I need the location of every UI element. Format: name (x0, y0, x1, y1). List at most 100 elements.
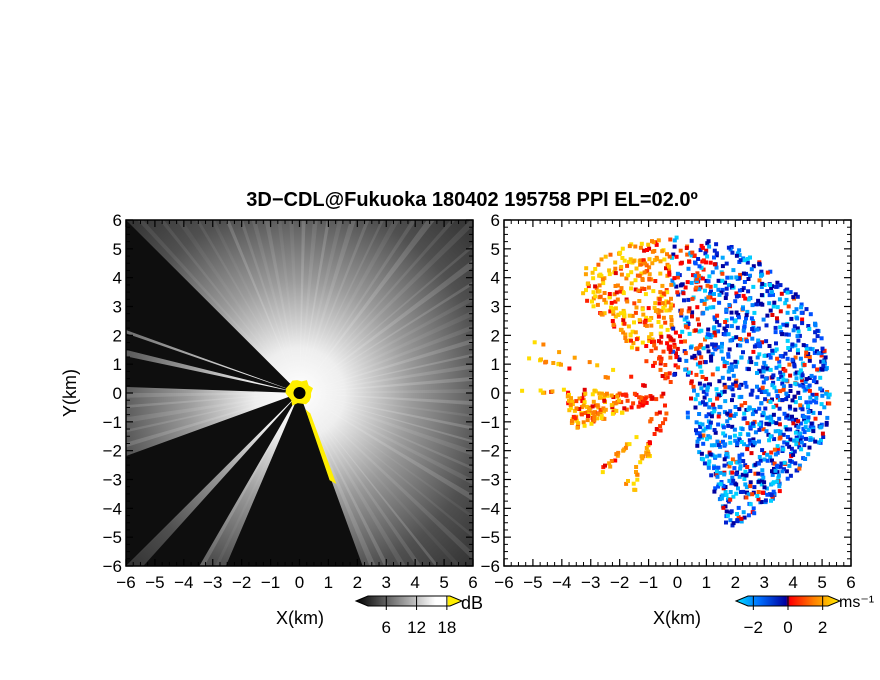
velocity-cell (640, 396, 645, 400)
velocity-cell (631, 341, 636, 346)
velocity-cell (640, 340, 645, 345)
velocity-cell (653, 301, 658, 306)
reflectivity-ray (299, 393, 473, 418)
velocity-cell (814, 392, 819, 397)
velocity-cell (807, 383, 812, 388)
velocity-cell (699, 328, 704, 333)
velocity-cell (777, 489, 782, 494)
velocity-cell (702, 383, 707, 388)
velocity-cell (587, 360, 592, 365)
velocity-cell (764, 421, 769, 426)
left-x-tick-label: 4 (410, 573, 419, 592)
velocity-cell (709, 358, 714, 363)
velocity-cell (723, 320, 728, 324)
velocity-cell (770, 469, 774, 474)
velocity-cell (797, 445, 802, 450)
velocity-cell (761, 475, 766, 480)
velocity-cell (704, 392, 709, 397)
velocity-cell (705, 425, 710, 429)
velocity-cell (827, 401, 832, 406)
velocity-cell (642, 383, 647, 388)
right-x-tick-label: −2 (610, 573, 629, 592)
velocity-cell (712, 409, 717, 414)
velocity-cell (796, 419, 801, 424)
velocity-cell (605, 393, 610, 398)
velocity-cell (601, 406, 606, 411)
velocity-cell (727, 478, 732, 483)
velocity-cell (670, 278, 675, 283)
velocity-cell (773, 468, 778, 473)
velocity-cell (706, 462, 711, 467)
velocity-cell (734, 335, 739, 340)
reflectivity-ray (299, 220, 370, 393)
velocity-cell (646, 306, 651, 311)
velocity-cell (644, 344, 649, 348)
velocity-cell (659, 394, 664, 399)
velocity-cell (768, 283, 773, 287)
velocity-cell (633, 244, 638, 249)
velocity-cell (697, 287, 702, 292)
velocity-cell (675, 346, 680, 351)
velocity-cell (644, 315, 649, 320)
velocity-cell (717, 323, 722, 328)
velocity-cell (760, 281, 765, 286)
velocity-cell (757, 439, 761, 444)
velocity-cell (690, 314, 694, 319)
velocity-cell (813, 416, 818, 421)
velocity-cell (704, 414, 709, 419)
velocity-cell (672, 276, 677, 281)
velocity-cell (756, 338, 761, 343)
velocity-cell (802, 417, 807, 422)
velocity-cell (708, 291, 712, 296)
velocity-cell (618, 250, 623, 255)
velocity-cell (585, 418, 590, 423)
velocity-cell (652, 305, 657, 310)
velocity-cell (708, 260, 713, 265)
velocity-cell (696, 350, 701, 355)
velocity-cell (685, 280, 690, 285)
velocity-cell (803, 457, 808, 461)
velocity-cell (776, 377, 781, 381)
velocity-cell (633, 487, 638, 492)
velocity-cell (610, 411, 615, 416)
velocity-cell (650, 239, 654, 244)
velocity-cell (741, 306, 745, 311)
reflectivity-ray (299, 220, 331, 393)
velocity-cell (639, 271, 644, 276)
velocity-cell (568, 402, 573, 407)
velocity-cell (661, 305, 666, 310)
reflectivity-ray (299, 393, 422, 566)
blocked-sector (126, 356, 300, 393)
velocity-cell (570, 399, 575, 404)
velocity-cell (739, 403, 744, 408)
velocity-cell (727, 416, 732, 421)
velocity-cell (701, 346, 706, 351)
velocity-cell (790, 357, 795, 362)
velocity-cell (765, 289, 770, 294)
velocity-cell (609, 393, 614, 398)
velocity-cell (808, 400, 813, 405)
left-y-tick-label: −3 (103, 471, 122, 490)
velocity-cell (791, 421, 796, 426)
velocity-cell (584, 266, 589, 271)
velocity-cell (715, 366, 720, 371)
velocity-cell (763, 364, 768, 369)
velocity-cell (806, 403, 811, 408)
velocity-cell (656, 320, 661, 324)
velocity-cell (709, 333, 714, 337)
velocity-cell (732, 427, 737, 432)
left-x-tick-label: −3 (203, 573, 222, 592)
velocity-cell (646, 285, 651, 290)
velocity-cell (720, 341, 724, 346)
velocity-cell (664, 266, 668, 271)
velocity-cell (709, 443, 714, 448)
velocity-cell (661, 391, 666, 396)
velocity-cell (716, 287, 721, 292)
velocity-cell (758, 301, 763, 306)
velocity-cell (788, 473, 793, 478)
velocity-cell (708, 382, 712, 387)
velocity-cell (723, 332, 728, 337)
velocity-cell (660, 249, 665, 254)
velocity-cell (598, 394, 603, 399)
velocity-cell (756, 461, 761, 466)
